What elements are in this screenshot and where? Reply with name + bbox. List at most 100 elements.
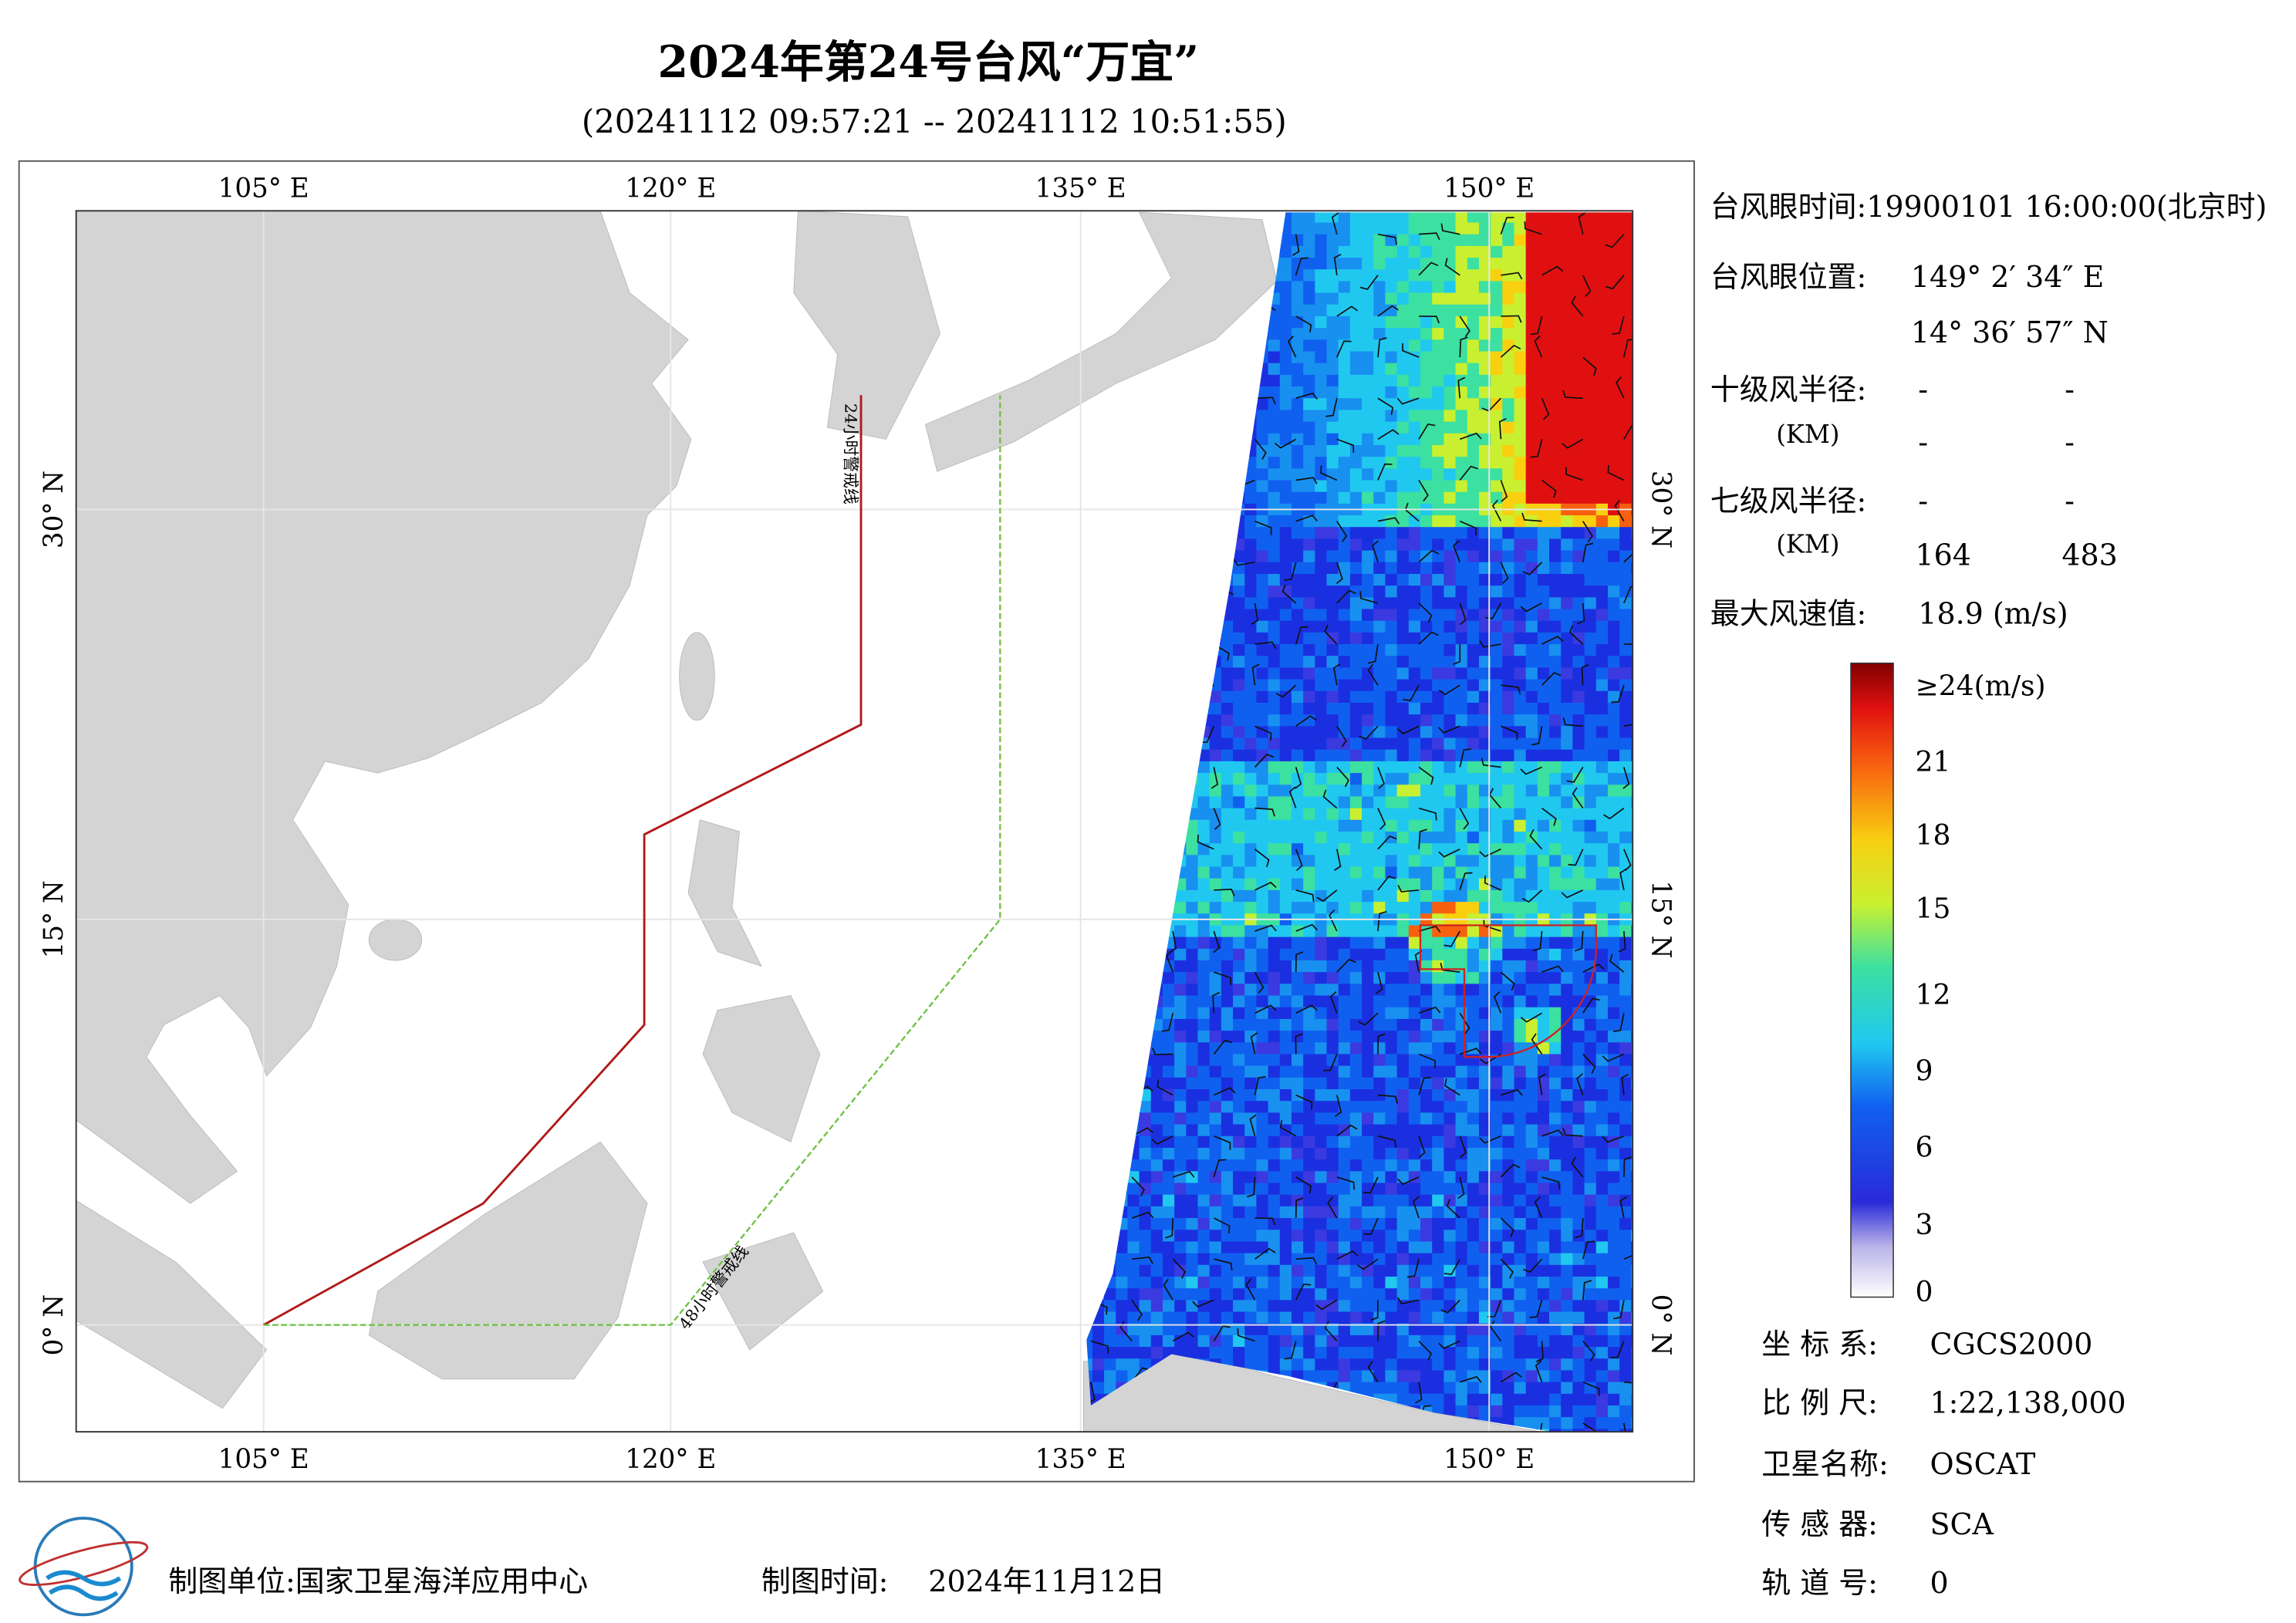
swath-cell (1362, 902, 1375, 915)
swath-cell (1303, 457, 1316, 470)
swath-cell (1233, 632, 1246, 646)
swath-cell (1279, 690, 1292, 704)
swath-cell (1572, 538, 1585, 552)
swath-cell (1396, 1311, 1410, 1324)
swath-cell (1256, 433, 1269, 446)
swath-cell (1595, 1370, 1609, 1383)
swath-cell (1292, 855, 1305, 868)
swath-cell (1349, 878, 1363, 891)
swath-cell (1244, 1323, 1258, 1336)
swath-cell (1362, 491, 1375, 504)
swath-cell (1491, 573, 1504, 587)
swath-cell (1619, 866, 1633, 879)
swath-cell (1584, 855, 1597, 868)
swath-cell (1467, 1370, 1480, 1383)
swath-cell (1478, 491, 1492, 504)
swath-cell (1268, 328, 1281, 341)
swath-cell (1595, 491, 1609, 504)
swath-cell (1537, 749, 1550, 762)
swath-cell (1209, 1054, 1222, 1067)
swath-cell (1315, 1276, 1328, 1290)
swath-cell (1174, 1300, 1187, 1313)
swath-cell (1221, 667, 1234, 680)
swath-cell (1561, 515, 1574, 528)
swath-cell (1326, 714, 1339, 727)
swath-cell (1396, 457, 1410, 470)
swath-cell (1186, 936, 1199, 950)
swath-cell (1478, 1218, 1492, 1231)
swath-cell (1186, 1194, 1199, 1207)
swath-cell (1315, 1288, 1328, 1301)
swath-cell (1478, 1089, 1492, 1102)
swath-cell (1362, 328, 1375, 341)
swath-cell (1197, 1311, 1210, 1324)
swath-cell (1432, 339, 1445, 353)
swath-cell (1525, 1018, 1538, 1032)
swath-cell (1432, 468, 1445, 481)
swath-cell (1268, 679, 1281, 692)
swath-cell (1514, 702, 1527, 716)
swath-cell (1561, 1101, 1574, 1114)
swath-cell (1561, 878, 1574, 891)
swath-cell (1631, 1206, 1633, 1219)
swath-cell (1197, 796, 1210, 809)
swath-cell (1256, 749, 1269, 762)
swath-cell (1561, 1065, 1574, 1078)
swath-cell (1467, 936, 1480, 950)
swath-cell (1455, 773, 1468, 786)
swath-cell (1502, 258, 1515, 271)
swath-cell (1303, 843, 1316, 856)
swath-cell (1502, 1147, 1515, 1161)
swath-cell (1467, 1300, 1480, 1313)
swath-cell (1491, 1241, 1504, 1254)
swath-cell (1455, 644, 1468, 657)
swath-cell (1537, 773, 1550, 786)
swath-cell (1233, 667, 1246, 680)
swath-cell (1338, 444, 1351, 458)
swath-cell (1467, 1101, 1480, 1114)
swath-cell (1443, 1065, 1457, 1078)
swath-cell (1549, 702, 1562, 716)
swath-cell (1408, 245, 1421, 258)
swath-cell (1292, 843, 1305, 856)
swath-cell (1315, 562, 1328, 575)
swath-cell (1408, 1171, 1421, 1184)
swath-cell (1607, 690, 1621, 704)
swath-cell (1292, 889, 1305, 903)
swath-cell (1279, 632, 1292, 646)
swath-cell (1268, 468, 1281, 481)
swath-cell (1502, 737, 1515, 751)
swath-cell (1268, 925, 1281, 938)
swath-cell (1478, 620, 1492, 633)
swath-cell (1279, 386, 1292, 400)
swath-cell (1362, 234, 1375, 247)
swath-cell (1584, 832, 1597, 845)
swath-cell (1373, 1358, 1386, 1372)
swath-cell (1455, 292, 1468, 305)
swath-cell (1572, 1253, 1585, 1266)
swath-cell (1514, 902, 1527, 915)
swath-cell (1362, 1007, 1375, 1020)
swath-cell (1349, 749, 1363, 762)
swath-cell (1514, 1135, 1527, 1149)
swath-cell (1233, 562, 1246, 575)
swath-cell (1619, 925, 1633, 938)
swath-cell (1256, 808, 1269, 821)
swath-cell (1549, 925, 1562, 938)
swath-cell (1373, 538, 1386, 552)
swath-cell (1292, 761, 1305, 774)
swath-cell (1537, 562, 1550, 575)
swath-cell (1338, 925, 1351, 938)
swath-cell (1525, 1276, 1538, 1290)
swath-cell (1478, 972, 1492, 985)
swath-cell (1385, 714, 1398, 727)
swath-cell (1607, 819, 1621, 832)
swath-cell (1595, 597, 1609, 610)
swath-cell (1631, 1288, 1633, 1301)
swath-cell (1092, 1347, 1106, 1360)
swath-cell (1607, 515, 1621, 528)
swath-cell (1256, 889, 1269, 903)
swath-cell (1233, 855, 1246, 868)
swath-cell (1186, 1018, 1199, 1032)
swath-cell (1502, 925, 1515, 938)
